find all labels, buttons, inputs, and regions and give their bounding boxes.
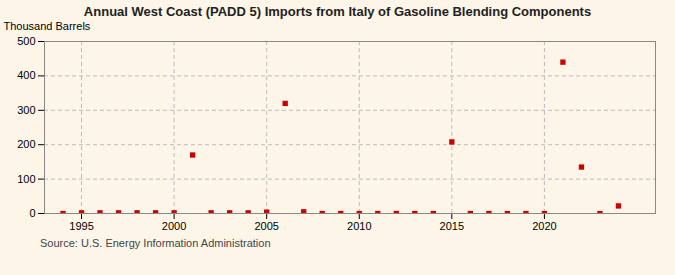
svg-text:2010: 2010 — [347, 220, 371, 232]
svg-text:2020: 2020 — [532, 220, 556, 232]
html-text:Annual West Coast (PADD 5) Imp: Annual West Coast (PADD 5) Imports from … — [83, 4, 592, 19]
svg-text:2000: 2000 — [162, 220, 186, 232]
svg-text:2005: 2005 — [254, 220, 278, 232]
svg-text:0: 0 — [29, 207, 35, 219]
svg-text:2015: 2015 — [440, 220, 464, 232]
svg-text:400: 400 — [17, 69, 35, 81]
svg-text:500: 500 — [17, 35, 35, 47]
svg-text:100: 100 — [17, 173, 35, 185]
html-text:Source: U.S. Energy Informatio: Source: U.S. Energy Information Administ… — [40, 237, 271, 249]
svg-text:1995: 1995 — [69, 220, 93, 232]
svg-text:300: 300 — [17, 104, 35, 116]
svg-text:200: 200 — [17, 138, 35, 150]
svg-text:Thousand Barrels: Thousand Barrels — [4, 20, 91, 32]
